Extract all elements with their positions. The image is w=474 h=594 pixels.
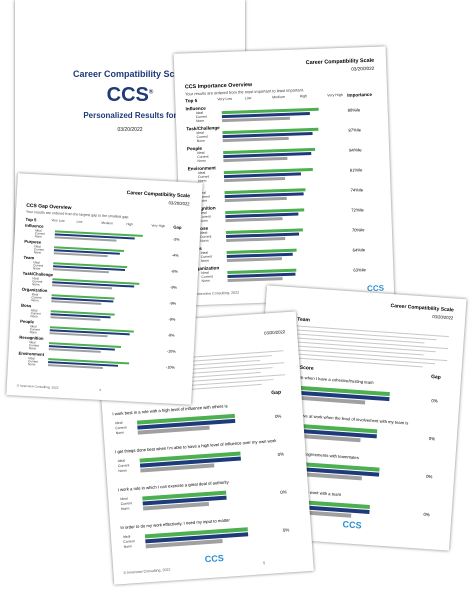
bar-label: Norm bbox=[123, 544, 133, 549]
item-text: I work best in a role with a high level … bbox=[112, 403, 228, 417]
row-score: 87%ile bbox=[348, 127, 362, 133]
bar-label: Norm bbox=[32, 266, 41, 271]
bar-label: Norm bbox=[195, 118, 205, 124]
bar-label: Norm bbox=[32, 282, 40, 287]
row-score: -9% bbox=[169, 301, 177, 306]
footer: © Innerview Consulting, 2022 bbox=[16, 383, 59, 390]
bar bbox=[226, 236, 286, 243]
bar-label: Norm bbox=[27, 362, 36, 367]
item-gap: 0% bbox=[428, 435, 436, 442]
item-gap: 0% bbox=[280, 489, 287, 495]
bar-label: Norm bbox=[28, 346, 37, 351]
bar-label: Norm bbox=[118, 468, 127, 474]
logo-text: CCS bbox=[106, 84, 149, 106]
bar bbox=[227, 277, 283, 283]
item-gap: 0% bbox=[277, 451, 285, 457]
row-score: 81%ile bbox=[349, 167, 363, 173]
row-score: -8% bbox=[170, 269, 178, 274]
row-score: 84%ile bbox=[349, 147, 362, 153]
bar-label: Norm bbox=[199, 218, 208, 223]
footer: © Innerview Consulting, 2022 bbox=[192, 291, 240, 297]
footer: © Innerview Consulting, 2022 bbox=[123, 568, 171, 576]
importance-page: Career Compatibility Scale 03/20/2022 CCS … bbox=[173, 46, 395, 306]
row-score: 64%ile bbox=[352, 247, 366, 253]
page-number: 3 bbox=[99, 387, 102, 392]
row-score: 63%ile bbox=[353, 267, 366, 273]
column-label: Gap bbox=[430, 374, 441, 381]
row-score: 72%ile bbox=[351, 207, 364, 213]
scale-label: Very Low bbox=[51, 218, 65, 223]
bar bbox=[225, 217, 283, 223]
row-score: -9% bbox=[170, 285, 178, 290]
page-header: Career Compatibility Scale bbox=[390, 303, 454, 314]
row-score: 70%ile bbox=[351, 227, 365, 233]
item-gap: 0% bbox=[425, 473, 433, 480]
column-label: Importance bbox=[347, 91, 373, 98]
scale-label: High bbox=[299, 94, 308, 99]
brand-logo: CCS bbox=[342, 519, 362, 531]
cover-title: Career Compatibility Scale bbox=[72, 69, 188, 79]
registered-mark: ® bbox=[148, 89, 154, 96]
bar-label: Norm bbox=[29, 330, 38, 335]
cover-date: 03/20/2022 bbox=[117, 127, 143, 133]
top-label: Top 5 bbox=[25, 216, 37, 223]
bar-label: Norm bbox=[200, 238, 209, 243]
page-date: 03/20/2022 bbox=[168, 200, 190, 207]
bar-label: Norm bbox=[201, 278, 210, 283]
bar-label: Norm bbox=[33, 250, 42, 255]
row-score: -10% bbox=[166, 349, 176, 354]
page-date: 03/20/2022 bbox=[351, 65, 375, 72]
bar-label: Norm bbox=[115, 430, 125, 436]
item-gap: 0% bbox=[274, 413, 282, 420]
row-name: Boss bbox=[20, 302, 32, 309]
gap-page: Career Compatibility Scale 03/20/2022 CCS … bbox=[6, 173, 203, 405]
scale-label: High bbox=[126, 222, 134, 227]
scale-label: Low bbox=[76, 219, 83, 224]
page-date: 03/20/2022 bbox=[263, 329, 286, 336]
bar-label: Norm bbox=[30, 314, 38, 319]
scale-label: Very Low bbox=[217, 96, 233, 102]
cover-logo: CCS® bbox=[15, 85, 245, 105]
bar-label: Norm bbox=[197, 158, 206, 164]
bar-label: Norm bbox=[196, 138, 206, 144]
item-gap: 0% bbox=[423, 511, 430, 518]
brand-logo: CCS bbox=[204, 552, 225, 565]
scale-label: Medium bbox=[101, 220, 113, 226]
row-score: -10% bbox=[165, 365, 175, 370]
page-number: 5 bbox=[263, 561, 266, 566]
row-score: -4% bbox=[171, 253, 179, 258]
cover-subtitle: Personalized Results for bbox=[83, 111, 177, 120]
row-score: 74%ile bbox=[350, 187, 364, 193]
bar-label: Norm bbox=[120, 506, 130, 511]
scale-label: Very High bbox=[151, 223, 166, 229]
item-gap: 0% bbox=[282, 527, 290, 533]
bar bbox=[226, 257, 282, 263]
page-header: Career Compatibility Scale bbox=[126, 190, 191, 200]
column-label: Gap bbox=[271, 389, 282, 397]
scale-label: Medium bbox=[272, 94, 286, 100]
bar-label: Norm bbox=[31, 298, 39, 303]
page-date: 03/20/2022 bbox=[432, 313, 454, 321]
column-label: Gap bbox=[173, 224, 182, 230]
row-score: -9% bbox=[168, 317, 176, 322]
section-note: Your results are ordered from the larges… bbox=[25, 209, 130, 220]
bar-label: Norm bbox=[200, 258, 210, 263]
item-gap: 0% bbox=[431, 398, 438, 404]
scale-label: Low bbox=[244, 96, 252, 101]
bar-label: Norm bbox=[34, 234, 43, 239]
row-score: -9% bbox=[167, 333, 175, 338]
item-text: I work a role in which I can exercise a … bbox=[117, 479, 229, 493]
item-text: In order to do my work effectively, I ne… bbox=[120, 517, 230, 531]
row-score: 88%ile bbox=[347, 107, 361, 113]
scale-label: Very High bbox=[327, 92, 343, 98]
item-text: I get things done best when I'm able to … bbox=[114, 438, 277, 455]
top-label: Top 5 bbox=[185, 97, 198, 104]
row-score: -3% bbox=[172, 237, 180, 242]
